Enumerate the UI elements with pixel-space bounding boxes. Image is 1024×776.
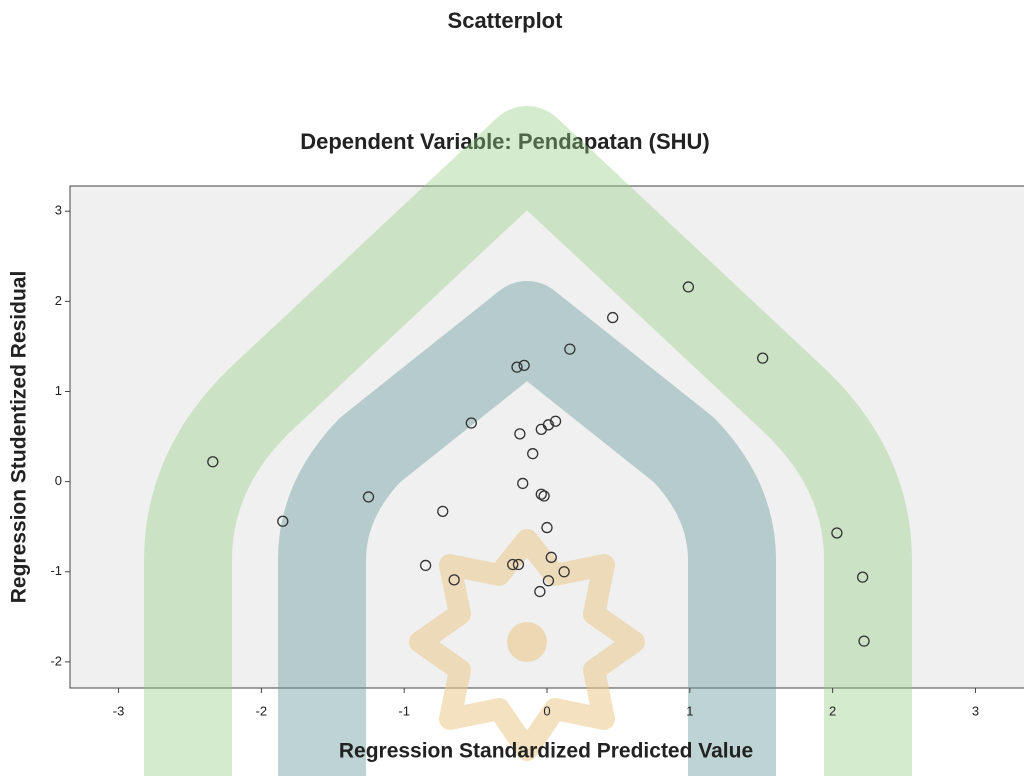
- y-tick-label: 1: [55, 383, 62, 398]
- y-tick-label: 2: [55, 293, 62, 308]
- y-tick-label: -1: [50, 563, 62, 578]
- x-tick-label: 2: [829, 703, 836, 718]
- chart: Scatterplot Dependent Variable: Pendapat…: [0, 0, 1024, 776]
- x-tick-label: 3: [972, 703, 979, 718]
- x-tick-label: -1: [398, 703, 410, 718]
- y-axis-label: Regression Studentized Residual: [8, 271, 31, 604]
- watermark-dot: [507, 622, 547, 662]
- x-tick-label: -2: [256, 703, 268, 718]
- x-axis-label: Regression Standardized Predicted Value: [339, 740, 753, 763]
- y-tick-label: -2: [50, 653, 62, 668]
- x-tick-label: 1: [686, 703, 693, 718]
- x-tick-label: 0: [543, 703, 550, 718]
- y-tick-label: 0: [55, 473, 62, 488]
- y-tick-label: 3: [55, 203, 62, 218]
- x-tick-label: -3: [113, 703, 125, 718]
- chart-title: Scatterplot: [448, 8, 564, 33]
